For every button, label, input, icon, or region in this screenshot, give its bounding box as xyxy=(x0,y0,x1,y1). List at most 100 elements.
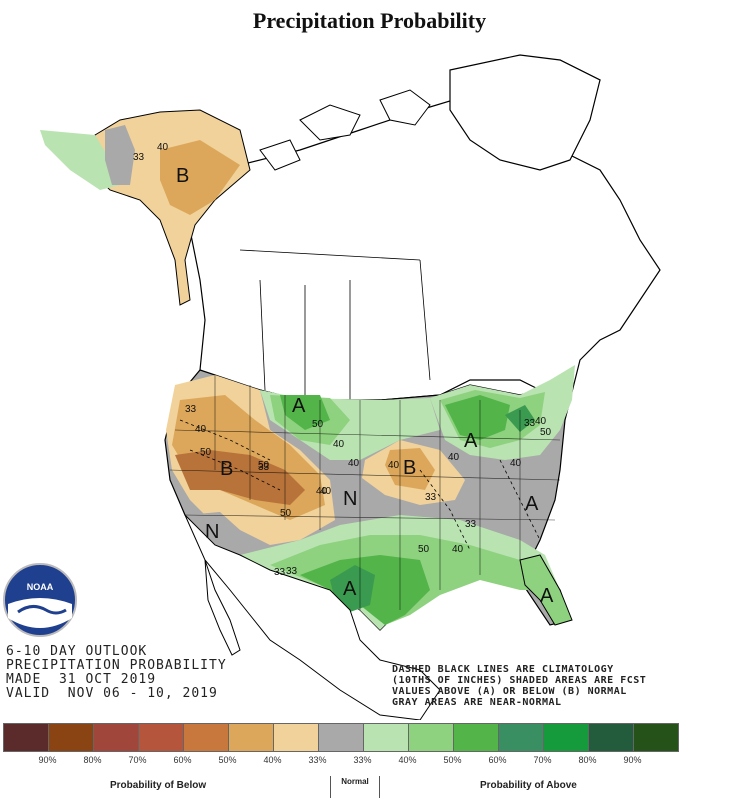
legend-tick-label: 80% xyxy=(578,755,597,765)
note-line: (10THS OF INCHES) SHADED AREAS ARE FCST xyxy=(392,675,647,686)
category-label: B xyxy=(403,457,416,479)
contour-label: 40 xyxy=(448,452,460,463)
contour-label: 40 xyxy=(388,460,400,471)
noaa-logo-text: NOAA xyxy=(27,582,54,592)
category-label: A xyxy=(464,430,478,452)
legend-swatch xyxy=(3,723,49,752)
legend-tick-label: 60% xyxy=(173,755,192,765)
legend-ticks: 90% 80% 70% 60% 50% 40% 33% 33% 40% 50% 60% 70% 80% 9… xyxy=(25,755,655,765)
map-title: Precipitation Probability xyxy=(252,8,487,33)
contour-label: 40 xyxy=(348,458,360,469)
west-below-50 xyxy=(175,450,305,505)
legend-above-label: Probability of Above xyxy=(480,780,577,791)
contour-label: 33 xyxy=(286,566,298,577)
legend-tick-label: 33% xyxy=(353,755,372,765)
legend-swatch xyxy=(229,723,274,752)
legend-swatch xyxy=(544,723,589,752)
legend-normal-label: Normal xyxy=(330,776,380,798)
contour-label: 40 xyxy=(157,142,169,153)
contour-label: 50 xyxy=(280,508,292,519)
color-legend xyxy=(3,723,679,752)
alaska-normal-area xyxy=(105,125,135,185)
category-label: A xyxy=(292,395,306,417)
baja-peninsula xyxy=(204,559,241,656)
greenland-landmass xyxy=(449,54,601,171)
contour-label: 40 xyxy=(452,544,464,555)
northeast-above-50 xyxy=(445,395,510,440)
legend-swatch xyxy=(94,723,139,752)
category-label: B xyxy=(176,165,189,187)
legend-below-label: Probability of Below xyxy=(110,780,207,791)
contour-label: 50 xyxy=(200,447,212,458)
southwest-normal xyxy=(185,512,260,560)
contour-label: 50 xyxy=(258,460,270,471)
contour-label: 33 xyxy=(274,567,286,578)
legend-swatch xyxy=(409,723,454,752)
province-lines xyxy=(239,249,431,400)
south-above-60 xyxy=(330,565,375,612)
outlook-map: B B B N N A A A A A 33 40 33 40 50 50 40… xyxy=(40,54,661,720)
contour-label: 50 xyxy=(312,419,324,430)
contour-label: 50 xyxy=(540,427,552,438)
outlook-info: 6-10 DAY OUTLOOK PRECIPITATION PROBABILIT… xyxy=(6,645,227,701)
climatology-lines xyxy=(179,419,541,551)
alaska-below-40 xyxy=(160,140,240,215)
category-label: B xyxy=(220,458,233,480)
alaska-above-area xyxy=(40,130,120,190)
legend-tick-label: 40% xyxy=(263,755,282,765)
outlook-line: VALID NOV 06 - 10, 2019 xyxy=(6,686,218,701)
category-label: N xyxy=(205,521,219,543)
north-above-50 xyxy=(280,395,330,430)
outlook-line: MADE 31 OCT 2019 xyxy=(6,672,157,687)
legend-tick-label: 33% xyxy=(308,755,327,765)
category-label: A xyxy=(343,578,357,600)
contour-label: 40 xyxy=(320,486,332,497)
contour-label: 33 xyxy=(185,404,197,415)
contour-label: 50 xyxy=(418,544,430,555)
legend-tick-label: 90% xyxy=(38,755,57,765)
arctic-islands xyxy=(259,89,431,171)
contour-label: 40 xyxy=(316,486,328,497)
legend-swatch xyxy=(184,723,229,752)
legend-swatch xyxy=(364,723,409,752)
noaa-logo: NOAA xyxy=(3,563,77,637)
legend-tick-label: 60% xyxy=(488,755,507,765)
legend-swatch xyxy=(319,723,364,752)
contour-label: 40 xyxy=(510,458,522,469)
legend-swatch xyxy=(634,723,679,752)
legend-tick-label: 70% xyxy=(128,755,147,765)
legend-swatch xyxy=(499,723,544,752)
florida-landmass xyxy=(519,554,573,626)
contour-label: 33 xyxy=(133,152,145,163)
central-below-40 xyxy=(385,448,435,490)
contour-label: 33 xyxy=(258,462,270,473)
legend-tick-label: 70% xyxy=(533,755,552,765)
contour-label: 40 xyxy=(535,416,547,427)
legend-tick-label: 40% xyxy=(398,755,417,765)
note-line: DASHED BLACK LINES ARE CLIMATOLOGY xyxy=(392,664,614,675)
outlook-line: PRECIPITATION PROBABILITY xyxy=(6,658,227,673)
legend-tick-label: 80% xyxy=(83,755,102,765)
mexico-landmass xyxy=(184,514,441,720)
category-label: N xyxy=(343,488,357,510)
outlook-line: 6-10 DAY OUTLOOK xyxy=(6,644,148,659)
note-line: VALUES ABOVE (A) OR BELOW (B) NORMAL xyxy=(392,686,627,697)
legend-swatch xyxy=(589,723,634,752)
climatology-note: DASHED BLACK LINES ARE CLIMATOLOGY (10THS… xyxy=(392,664,646,708)
legend-swatch xyxy=(274,723,319,752)
category-label: A xyxy=(525,493,539,515)
category-label: A xyxy=(540,585,554,607)
contour-label: 40 xyxy=(195,424,207,435)
contour-label: 40 xyxy=(333,439,345,450)
legend-tick-label: 50% xyxy=(218,755,237,765)
state-lines xyxy=(169,375,561,610)
legend-swatch xyxy=(49,723,94,752)
legend-swatch xyxy=(454,723,499,752)
contour-label: 33 xyxy=(465,519,477,530)
legend-tick-label: 90% xyxy=(623,755,642,765)
note-line: GRAY AREAS ARE NEAR-NORMAL xyxy=(392,697,562,708)
legend-tick-label: 50% xyxy=(443,755,462,765)
contour-label: 33 xyxy=(425,492,437,503)
legend-swatch xyxy=(139,723,184,752)
contour-label: 33 xyxy=(524,418,536,429)
